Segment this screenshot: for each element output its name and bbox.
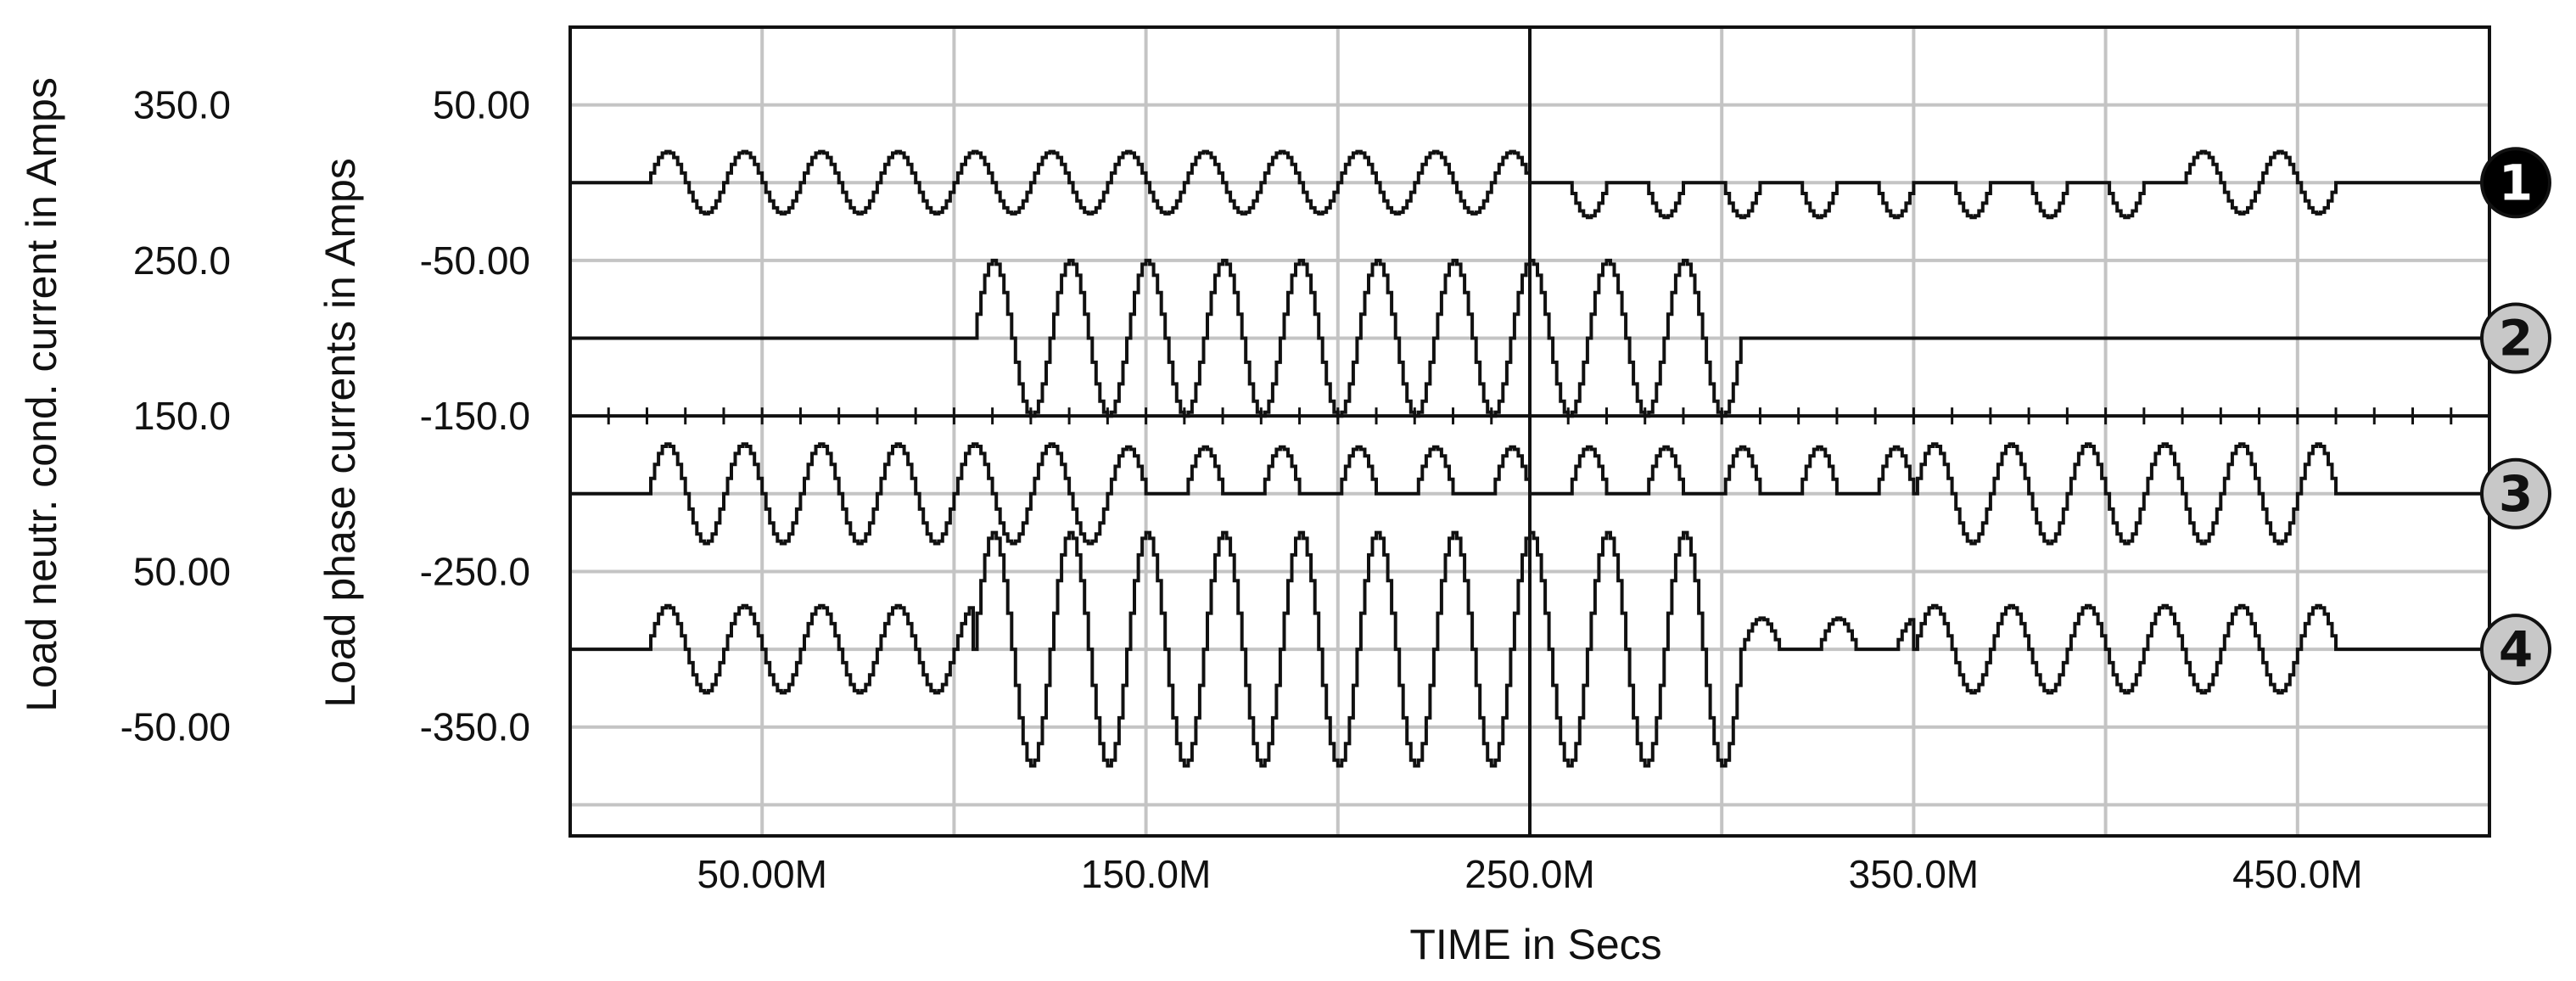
neutral-axis-ticks: 350.0 250.0 150.0 50.00 -50.00 — [120, 83, 231, 749]
series-marker-4: 4 — [2480, 614, 2551, 686]
series-marker-3: 3 — [2480, 457, 2551, 530]
x-tick-label: 450.0M — [2232, 852, 2362, 896]
marker-circle — [2480, 147, 2551, 219]
phase-tick-label: -250.0 — [420, 549, 530, 593]
neutral-tick-label: 150.0 — [133, 394, 231, 438]
phase-tick-label: -50.00 — [420, 238, 530, 283]
marker-circle — [2480, 302, 2551, 374]
series-traces — [570, 149, 2489, 768]
phase-axis-ticks: 50.00 -50.00 -150.0 -250.0 -350.0 — [420, 83, 530, 749]
neutral-tick-label: -50.00 — [120, 705, 231, 749]
plot-frame — [568, 25, 2491, 838]
phase-tick-label: -350.0 — [420, 705, 530, 749]
series-markers: 1 2 3 4 — [2480, 147, 2551, 686]
series-line-3 — [570, 442, 2489, 546]
series-marker-2: 2 — [2480, 302, 2551, 374]
series-line-4 — [570, 530, 2489, 768]
marker-label: 4 — [2499, 620, 2533, 678]
x-tick-label: 350.0M — [1849, 852, 1979, 896]
series-marker-1: 1 — [2480, 147, 2551, 219]
marker-circle — [2480, 457, 2551, 530]
marker-circle — [2480, 614, 2551, 686]
marker-label: 3 — [2499, 465, 2533, 523]
series-line-1 — [570, 149, 2489, 220]
x-tick-label: 50.00M — [697, 852, 826, 896]
neutral-tick-label: 50.00 — [133, 549, 231, 593]
marker-label: 1 — [2499, 154, 2533, 211]
x-tick-label: 250.0M — [1464, 852, 1594, 896]
x-tick-label: 150.0M — [1081, 852, 1211, 896]
x-axis-ticks: 50.00M 150.0M 250.0M 350.0M 450.0M — [697, 852, 2362, 896]
neutral-tick-label: 350.0 — [133, 83, 231, 127]
phase-tick-label: 50.00 — [433, 83, 530, 127]
phase-axis-title: Load phase currents in Amps — [316, 158, 364, 708]
phase-tick-label: -150.0 — [420, 394, 530, 438]
series-line-2 — [570, 258, 2489, 418]
neutral-axis-title: Load neutr. cond. current in Amps — [18, 77, 65, 712]
neutral-tick-label: 250.0 — [133, 238, 231, 283]
marker-label: 2 — [2499, 310, 2533, 367]
x-axis-title: TIME in Secs — [1409, 921, 1661, 968]
